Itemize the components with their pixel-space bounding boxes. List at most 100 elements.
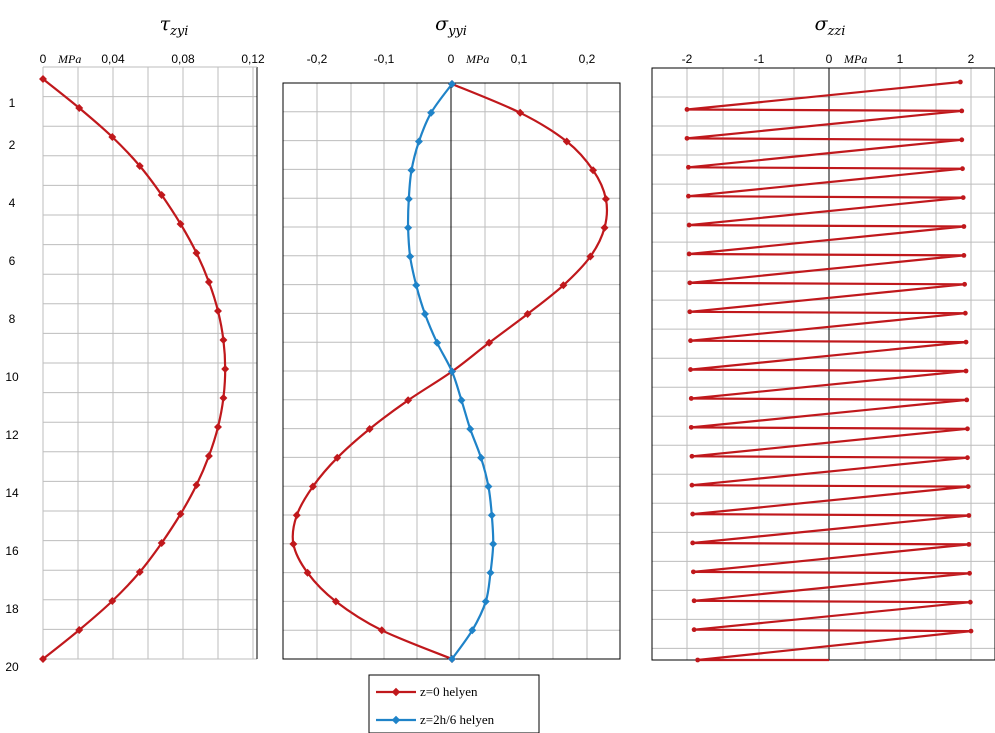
data-point	[487, 511, 496, 520]
data-point	[688, 367, 693, 372]
data-point	[959, 108, 965, 114]
panel-title-subscript: yyi	[447, 24, 467, 39]
x-tick-label: 1	[897, 52, 904, 66]
x-tick-label: 0,2	[579, 52, 596, 66]
data-point	[688, 424, 694, 430]
data-point	[689, 482, 695, 488]
y-tick-label: 6	[9, 254, 16, 268]
data-point	[157, 191, 166, 199]
data-point	[964, 397, 970, 403]
panel-title-subscript: zyi	[169, 24, 188, 39]
data-point	[967, 570, 972, 576]
panel-title: τzyi	[160, 13, 189, 39]
data-point	[448, 655, 456, 663]
legend: z=0 helyen z=2h/6 helyen	[368, 674, 540, 733]
data-point	[157, 539, 166, 547]
data-point	[962, 281, 968, 287]
data-point	[688, 338, 693, 344]
data-point	[219, 394, 228, 402]
data-point	[962, 310, 968, 316]
data-point	[135, 162, 144, 170]
panel-title: σzzi	[815, 13, 846, 39]
x-tick-label: 0,1	[511, 52, 528, 66]
data-point	[481, 597, 490, 606]
data-point	[404, 195, 413, 203]
data-point	[489, 540, 498, 548]
x-tick-label: -2	[682, 52, 693, 66]
data-point	[135, 568, 144, 576]
data-point	[192, 481, 201, 489]
panel-title: σyyi	[435, 13, 467, 39]
x-tick-label: 0	[40, 52, 47, 66]
x-tick-label: 0	[448, 52, 455, 66]
panel-3: σzzi -2 -1 0 1 2 MPa	[682, 13, 975, 663]
data-point	[589, 166, 598, 175]
legend-swatch-marker	[391, 687, 401, 697]
y-tick-label: 10	[5, 370, 19, 384]
x-tick-label: 0	[826, 52, 833, 66]
y-tick-label: 1	[9, 96, 16, 110]
panel-1-grid	[42, 66, 258, 660]
panel-3-grid	[651, 67, 995, 661]
data-point	[689, 453, 695, 459]
panel-title-symbol: σ	[435, 13, 449, 35]
data-point	[686, 251, 692, 257]
x-tick-label: -0,2	[307, 52, 328, 66]
data-point	[485, 338, 494, 347]
data-point	[968, 628, 974, 634]
x-tick-label: 0,08	[171, 52, 195, 66]
panel-title-subscript: zzi	[827, 24, 846, 39]
data-point	[214, 307, 222, 315]
data-point	[486, 568, 495, 577]
data-point	[963, 339, 969, 345]
data-point	[221, 365, 230, 373]
data-point	[406, 252, 415, 261]
x-tick-label: -1	[754, 52, 765, 66]
data-point	[214, 423, 222, 431]
data-point	[961, 253, 967, 258]
data-point	[963, 368, 969, 374]
data-point	[457, 396, 466, 405]
panel-title-symbol: τ	[160, 13, 171, 35]
panel-title-symbol: σ	[815, 13, 829, 35]
data-point	[433, 338, 442, 347]
unit-label: MPa	[57, 52, 81, 66]
data-point	[448, 367, 456, 376]
unit-label: MPa	[465, 52, 489, 66]
data-point	[957, 79, 963, 85]
data-point	[691, 627, 697, 633]
data-point	[407, 166, 416, 175]
y-tick-label: 18	[5, 602, 19, 616]
data-point	[192, 249, 201, 257]
y-tick-label: 8	[9, 312, 16, 326]
y-tick-label: 4	[9, 196, 16, 210]
data-point	[691, 598, 697, 604]
y-tick-label: 20	[5, 660, 19, 674]
legend-swatch-marker	[391, 715, 401, 725]
data-point	[204, 278, 213, 286]
legend-box	[368, 674, 540, 733]
data-point	[687, 280, 693, 286]
data-point	[562, 137, 571, 146]
data-point	[600, 223, 609, 232]
x-tick-label: 0,12	[241, 52, 265, 66]
data-point	[601, 195, 610, 203]
data-point	[75, 104, 84, 112]
data-point	[414, 137, 423, 146]
panel-2: σyyi -0,2 -0,1 0 0,1 0,2 MPa	[289, 13, 610, 663]
data-point	[686, 222, 692, 228]
data-point	[516, 108, 525, 117]
data-point	[292, 511, 301, 520]
data-point	[961, 224, 967, 229]
data-point	[966, 513, 972, 518]
data-point	[967, 599, 973, 605]
data-point	[421, 310, 429, 318]
x-tick-label: 2	[968, 52, 975, 66]
data-point	[331, 597, 340, 606]
data-point	[965, 426, 970, 432]
unit-label: MPa	[843, 52, 867, 66]
x-tick-label: 0,04	[101, 52, 125, 66]
data-point	[108, 133, 117, 141]
y-tick-label: 14	[5, 486, 19, 500]
